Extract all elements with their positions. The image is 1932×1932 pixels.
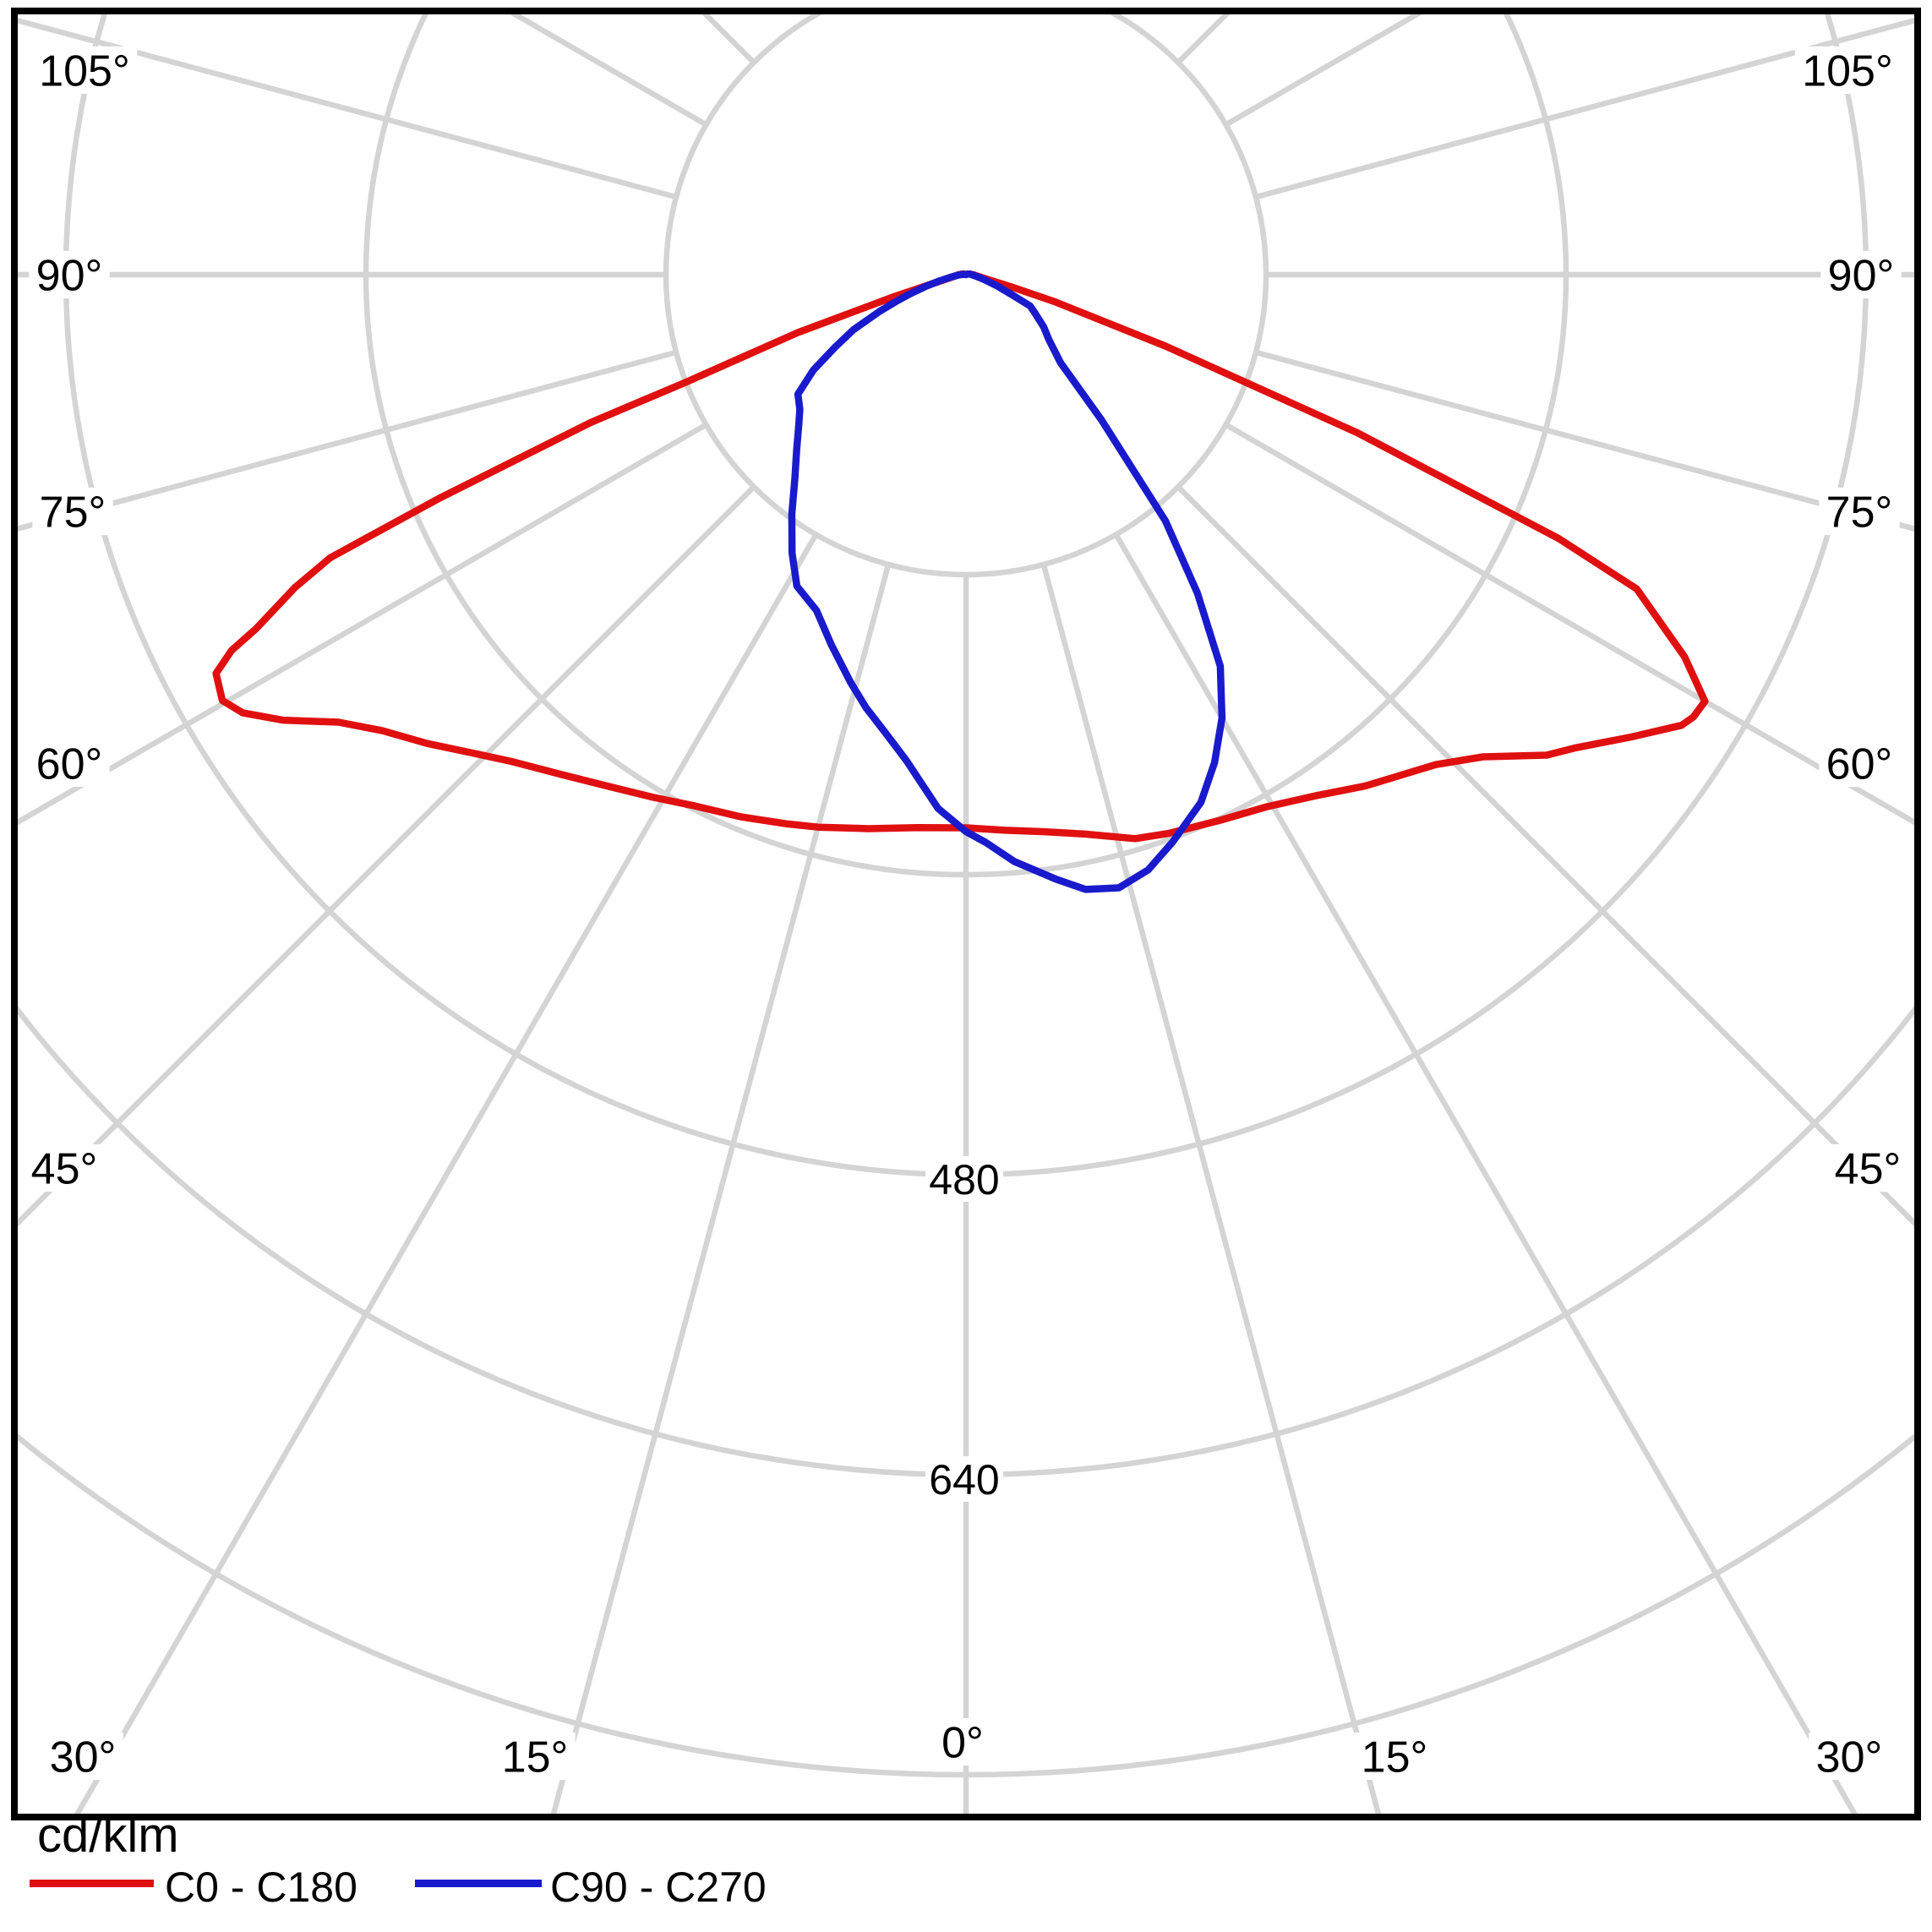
- curve-c90-c270: [788, 270, 1226, 893]
- angle-label: 90°: [1828, 252, 1895, 301]
- angle-label-bg: [494, 1732, 576, 1781]
- angle-label: 105°: [1802, 47, 1893, 96]
- angle-label: 45°: [31, 1145, 98, 1194]
- grid-spoke: [1255, 349, 1915, 532]
- legend-label-c90-c270: C90 - C270: [550, 1864, 767, 1911]
- angle-label: 75°: [1826, 488, 1893, 538]
- plot-frame: [11, 8, 1921, 1820]
- angle-label: 75°: [40, 488, 106, 538]
- angle-label-bg: [29, 250, 110, 299]
- curve-c0-c180: [212, 270, 1709, 843]
- ring-label: 640: [929, 1456, 999, 1504]
- grid-ring: [663, 14, 1269, 578]
- angle-label-bg: [1819, 487, 1900, 536]
- angle-label-bg: [24, 1143, 105, 1192]
- angle-label: 60°: [1826, 740, 1893, 789]
- angle-label: 45°: [1835, 1145, 1902, 1194]
- angle-label-bg: [42, 1732, 123, 1781]
- grid-spoke: [1113, 532, 1858, 1815]
- angle-label-bg: [1819, 739, 1900, 788]
- grid-spoke: [17, 349, 677, 532]
- angle-label: 105°: [39, 47, 130, 96]
- legend-label-c0-c180: C0 - C180: [165, 1864, 357, 1911]
- grid-spoke: [17, 422, 708, 827]
- grid-spoke: [1255, 17, 1915, 200]
- angle-label-bg: [1794, 46, 1901, 95]
- ring-label: 480: [929, 1156, 999, 1203]
- angle-label: 90°: [36, 252, 103, 301]
- grid-spoke: [1040, 564, 1382, 1815]
- grid-spoke: [1176, 484, 1915, 1228]
- grid-spoke: [17, 17, 677, 200]
- angle-label-bg: [934, 1717, 991, 1766]
- grid-spoke: [550, 564, 892, 1815]
- angle-label: 30°: [50, 1733, 117, 1782]
- angle-label: 30°: [1816, 1733, 1883, 1782]
- angle-label: 15°: [1362, 1733, 1428, 1782]
- legend-swatch-c0-c180: [30, 1880, 154, 1887]
- angle-label-bg: [1354, 1732, 1435, 1781]
- ring-label-bg: [925, 1156, 1003, 1202]
- legend-swatch-c90-c270: [415, 1880, 542, 1887]
- angle-label-bg: [29, 739, 110, 788]
- angle-label-bg: [1827, 1143, 1908, 1192]
- angle-label-bg: [1820, 250, 1902, 299]
- angle-label: 60°: [36, 740, 103, 789]
- angle-label: 15°: [502, 1733, 569, 1782]
- angle-label: 0°: [941, 1719, 984, 1768]
- ring-label-bg: [925, 1456, 1003, 1502]
- angle-label-bg: [1809, 1732, 1890, 1781]
- angle-label-bg: [31, 46, 138, 95]
- grid-spoke: [1224, 422, 1915, 827]
- grid-spoke: [74, 532, 819, 1815]
- grid-spoke: [17, 484, 756, 1228]
- angle-label-bg: [32, 487, 113, 536]
- axis-labels: 480 640 105° 105° 90° 90° 75° 75° 60° 60° 45° 45° 30…: [24, 46, 1908, 1782]
- legend-units-label: cd/klm: [37, 1808, 179, 1863]
